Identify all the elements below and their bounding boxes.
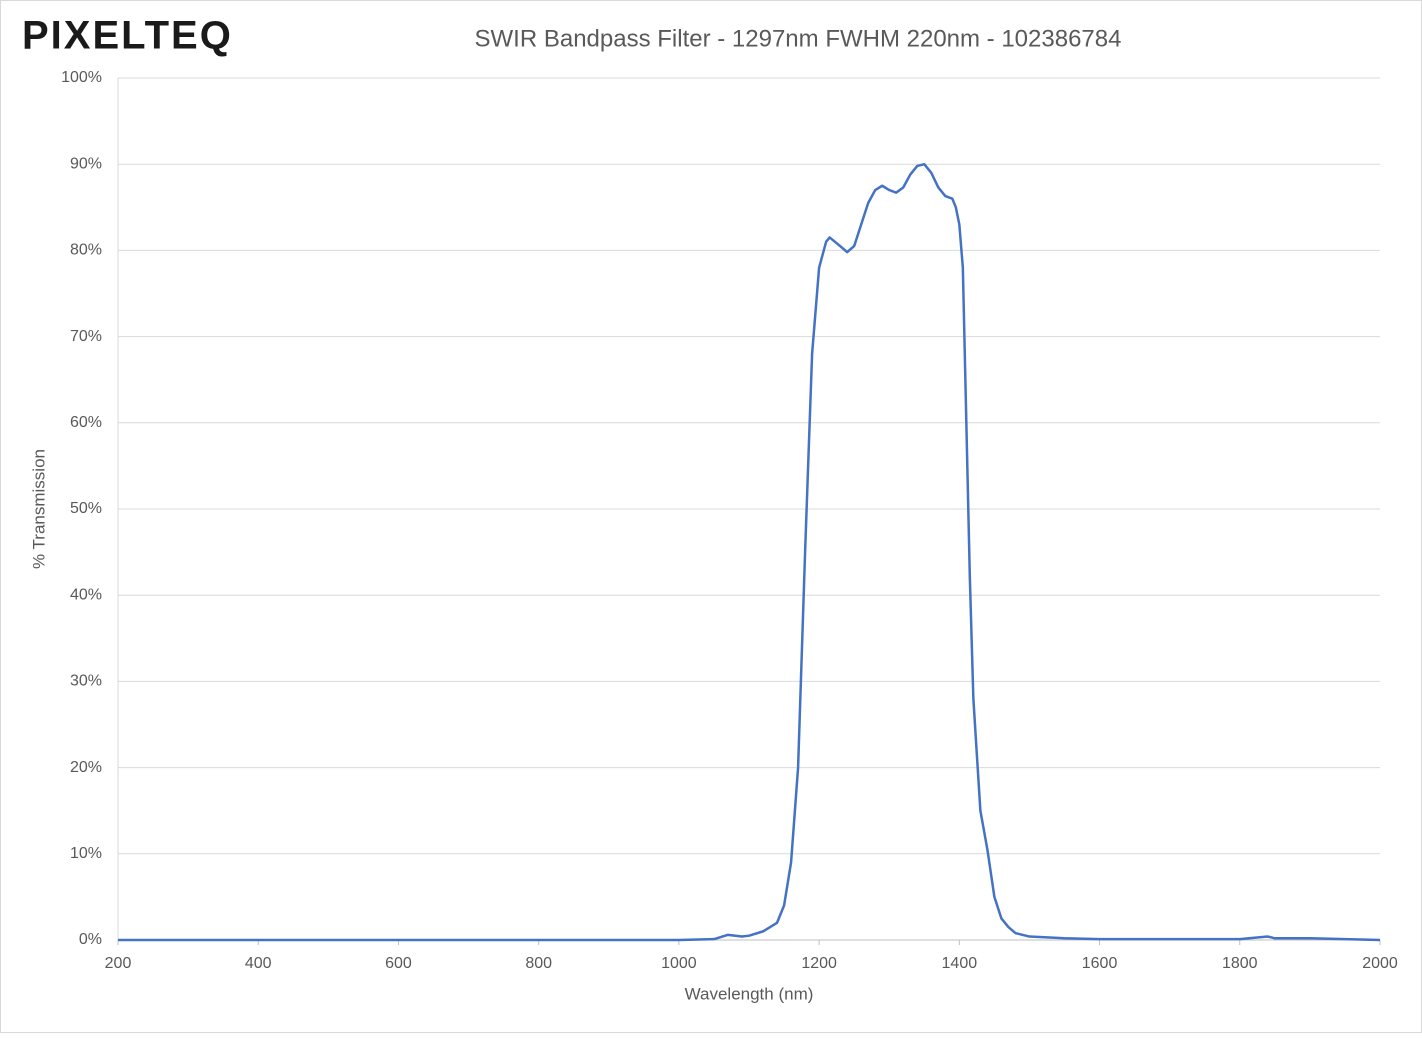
x-tick-label: 400 bbox=[245, 955, 272, 972]
y-tick-label: 50% bbox=[70, 500, 102, 517]
y-tick-label: 30% bbox=[70, 673, 102, 690]
x-tick-label: 200 bbox=[105, 955, 132, 972]
x-tick-label: 1400 bbox=[942, 955, 978, 972]
x-tick-label: 1600 bbox=[1082, 955, 1118, 972]
y-axis-label: % Transmission bbox=[29, 449, 48, 569]
x-tick-label: 1800 bbox=[1222, 955, 1258, 972]
x-tick-label: 1200 bbox=[801, 955, 837, 972]
x-axis-label: Wavelength (nm) bbox=[685, 984, 814, 1003]
y-tick-label: 80% bbox=[70, 242, 102, 259]
y-tick-label: 0% bbox=[79, 931, 102, 948]
data-line bbox=[118, 162, 1381, 942]
y-tick-label: 90% bbox=[70, 155, 102, 172]
y-tick-label: 40% bbox=[70, 586, 102, 603]
x-tick-label: 600 bbox=[385, 955, 412, 972]
y-tick-label: 10% bbox=[70, 845, 102, 862]
x-tick-label: 1000 bbox=[661, 955, 697, 972]
x-tick-label: 2000 bbox=[1362, 955, 1398, 972]
y-tick-label: 100% bbox=[61, 69, 102, 86]
y-tick-label: 20% bbox=[70, 759, 102, 776]
logo: PIXELTEQ bbox=[22, 14, 233, 58]
y-tick-label: 60% bbox=[70, 414, 102, 431]
x-tick-label: 800 bbox=[525, 955, 552, 972]
y-tick-label: 70% bbox=[70, 328, 102, 345]
chart-title: SWIR Bandpass Filter - 1297nm FWHM 220nm… bbox=[475, 25, 1122, 52]
